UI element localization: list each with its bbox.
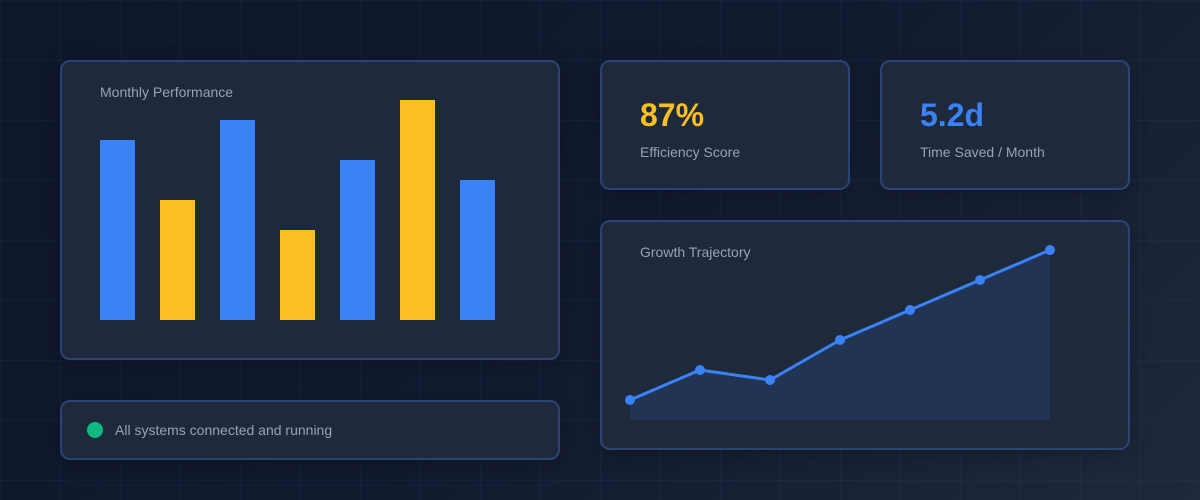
status-online-dot-icon — [87, 422, 103, 438]
efficiency-score-label: Efficiency Score — [640, 144, 741, 160]
data-point-3 — [765, 375, 775, 385]
data-point-4 — [835, 335, 845, 345]
time-saved-card: 5.2d Time Saved / Month — [880, 60, 1130, 190]
system-status-card: All systems connected and running — [60, 400, 560, 460]
data-point-6 — [975, 275, 985, 285]
time-saved-value: 5.2d — [920, 97, 985, 133]
monthly-performance-title: Monthly Performance — [100, 84, 234, 100]
status-text: All systems connected and running — [115, 422, 333, 438]
time-saved-label: Time Saved / Month — [920, 144, 1045, 160]
bar-6 — [400, 100, 435, 320]
data-point-2 — [695, 365, 705, 375]
growth-trajectory-title: Growth Trajectory — [640, 244, 751, 260]
data-point-7 — [1045, 245, 1055, 255]
bar-2 — [160, 200, 195, 320]
data-point-1 — [625, 395, 635, 405]
bar-3 — [220, 120, 255, 320]
data-point-5 — [905, 305, 915, 315]
growth-trajectory-card: Growth Trajectory — [600, 220, 1130, 450]
bar-1 — [100, 140, 135, 320]
efficiency-score-value: 87% — [640, 97, 705, 133]
growth-data-points — [625, 245, 1055, 405]
bar-7 — [460, 180, 495, 320]
efficiency-score-card: 87% Efficiency Score — [600, 60, 850, 190]
bar-5 — [340, 160, 375, 320]
bar-4 — [280, 230, 315, 320]
growth-line-chart — [625, 245, 1055, 420]
monthly-performance-card: Monthly Performance — [60, 60, 560, 360]
growth-area-fill — [630, 250, 1050, 420]
